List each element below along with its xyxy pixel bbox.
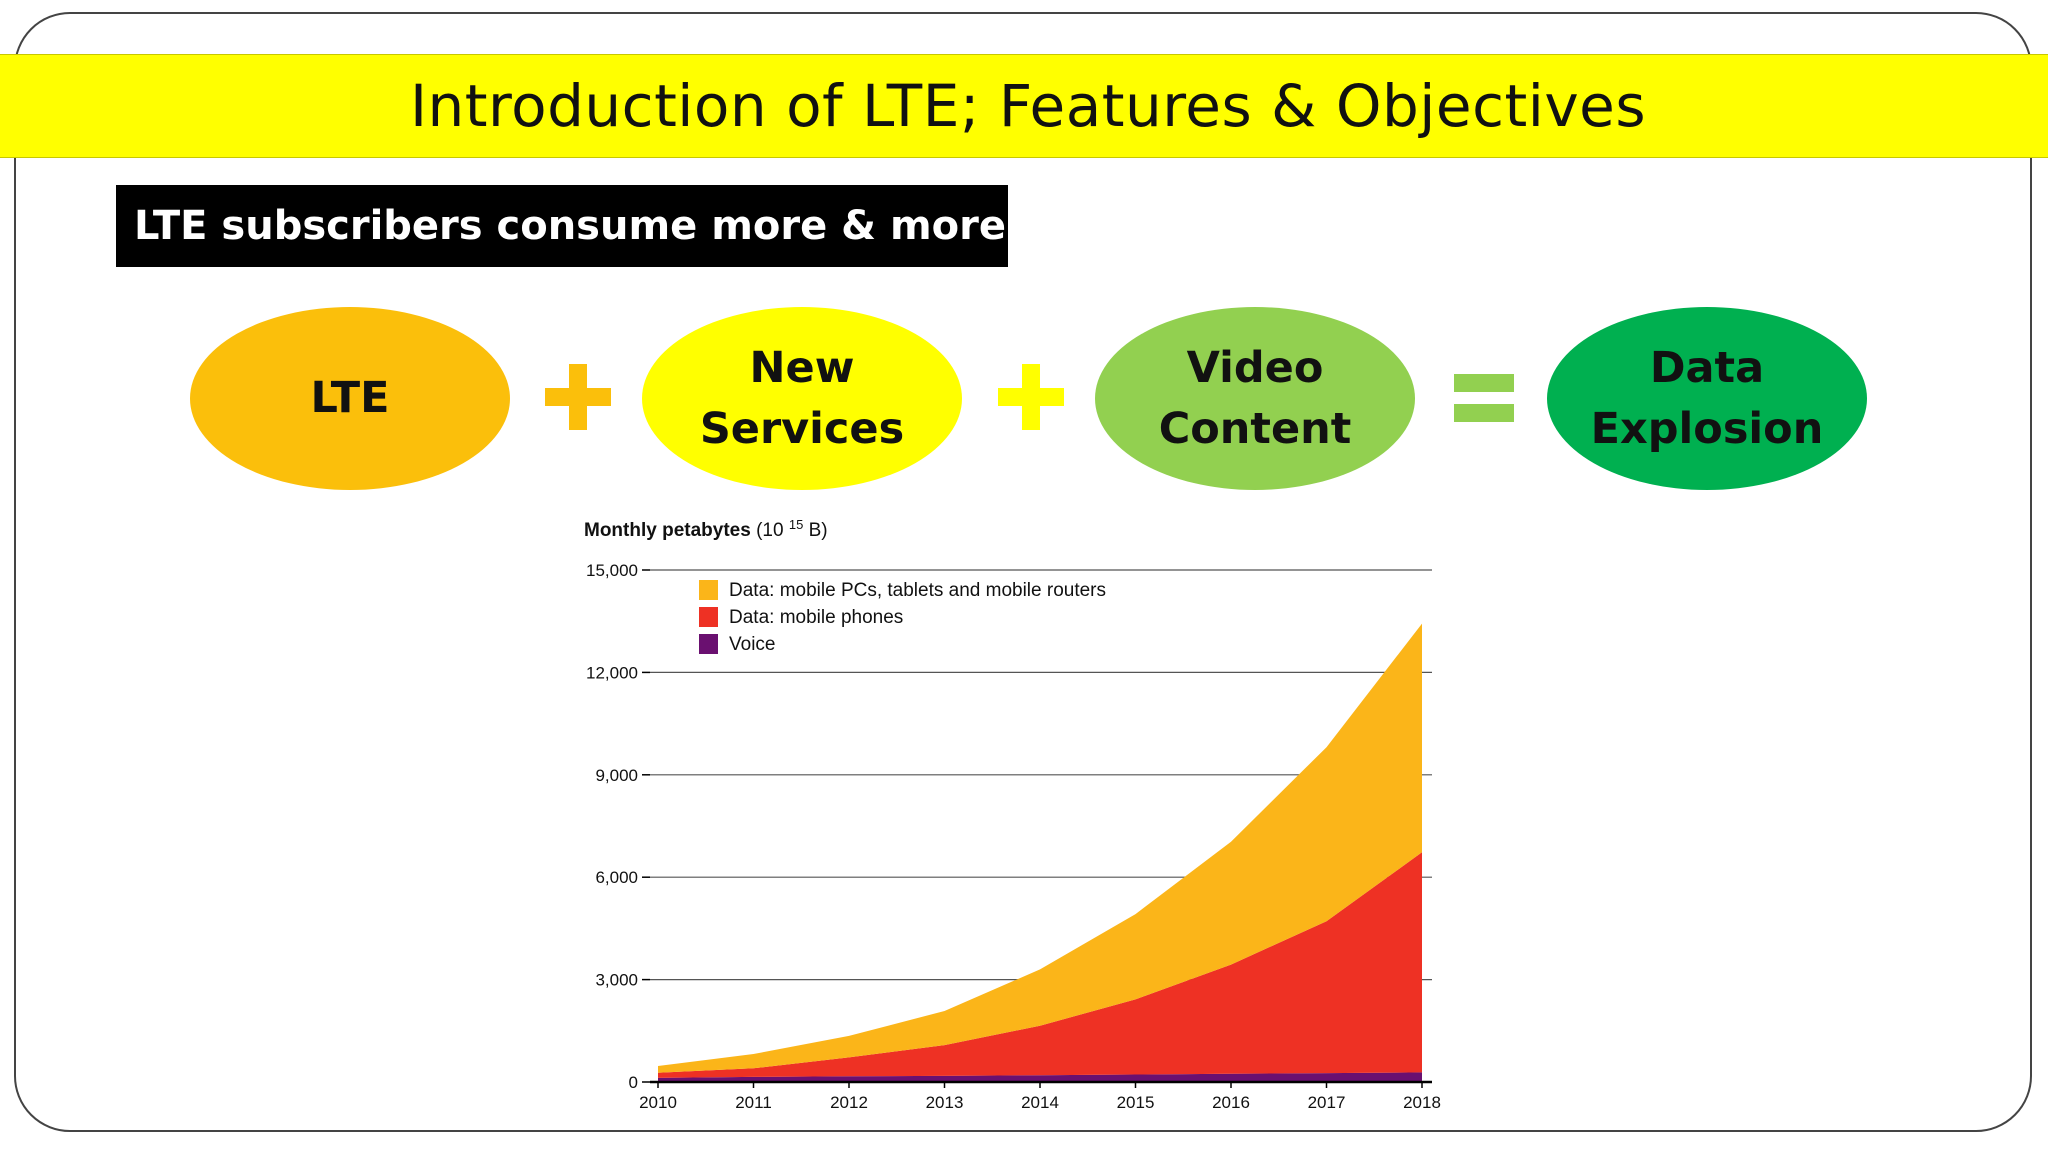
oval-label-data-explosion: Data Explosion [1590, 342, 1824, 454]
x-tick-label: 2011 [735, 1093, 772, 1112]
area-series-data-mobile-phones [658, 852, 1422, 1078]
subtitle-box: LTE subscribers consume more & more data [116, 185, 1122, 267]
chart-title-main: Monthly petabytes [584, 520, 751, 541]
x-tick-label: 2016 [1212, 1093, 1250, 1112]
oval-label-lte: LTE [310, 373, 390, 423]
y-tick-label: 9,000 [595, 766, 638, 785]
x-tick-label: 2012 [830, 1093, 868, 1112]
chart-area: 0 3,000 6,000 9,000 12,000 15,000 2010 2011 201… [570, 505, 1470, 1135]
y-tick-label: 12,000 [586, 663, 638, 682]
area-series-data-mobile-pcs-tablets-and-mobile-routers [658, 623, 1422, 1073]
legend-label: Voice [729, 634, 775, 655]
chart-title-exponent: 15 [789, 517, 803, 532]
x-tick-label: 2015 [1117, 1093, 1155, 1112]
oval-data-explosion: Data Explosion [1547, 307, 1867, 490]
oval-label-new-services: New Services [699, 342, 905, 454]
legend-label: Data: mobile PCs, tablets and mobile rou… [729, 580, 1106, 601]
y-tick-label: 0 [629, 1073, 638, 1092]
legend-swatch [699, 607, 718, 627]
legend-swatch [699, 634, 718, 654]
x-tick-label: 2010 [639, 1093, 677, 1112]
chart-title-unit-close: B) [809, 520, 828, 541]
slide-title: Introduction of LTE; Features & Objectiv… [409, 72, 1647, 140]
x-tick-label: 2013 [926, 1093, 964, 1112]
title-band: Introduction of LTE; Features & Objectiv… [0, 54, 2048, 158]
oval-video-content: Video Content [1095, 307, 1415, 490]
x-tick-label: 2018 [1403, 1093, 1441, 1112]
y-tick-label: 15,000 [586, 561, 638, 580]
plus-icon [998, 364, 1064, 430]
y-tick-label: 6,000 [595, 868, 638, 887]
legend-label: Data: mobile phones [729, 607, 903, 628]
oval-new-services: New Services [642, 307, 962, 490]
chart-title: Monthly petabytes (10 15 B) [584, 513, 828, 541]
x-tick-label: 2014 [1021, 1093, 1059, 1112]
oval-lte: LTE [190, 307, 510, 490]
stacked-area-chart: 0 3,000 6,000 9,000 12,000 15,000 2010 2011 201… [584, 513, 1441, 1112]
chart-title-unit-open: (10 [756, 520, 783, 541]
slide-subtitle: LTE subscribers consume more & more data [134, 203, 1122, 249]
legend-swatch [699, 580, 718, 600]
plus-icon [545, 364, 611, 430]
equals-icon [1454, 374, 1514, 422]
oval-label-video-content: Video Content [1158, 342, 1352, 454]
area-series-voice [658, 1072, 1422, 1082]
y-tick-label: 3,000 [595, 971, 638, 990]
x-tick-label: 2017 [1308, 1093, 1346, 1112]
